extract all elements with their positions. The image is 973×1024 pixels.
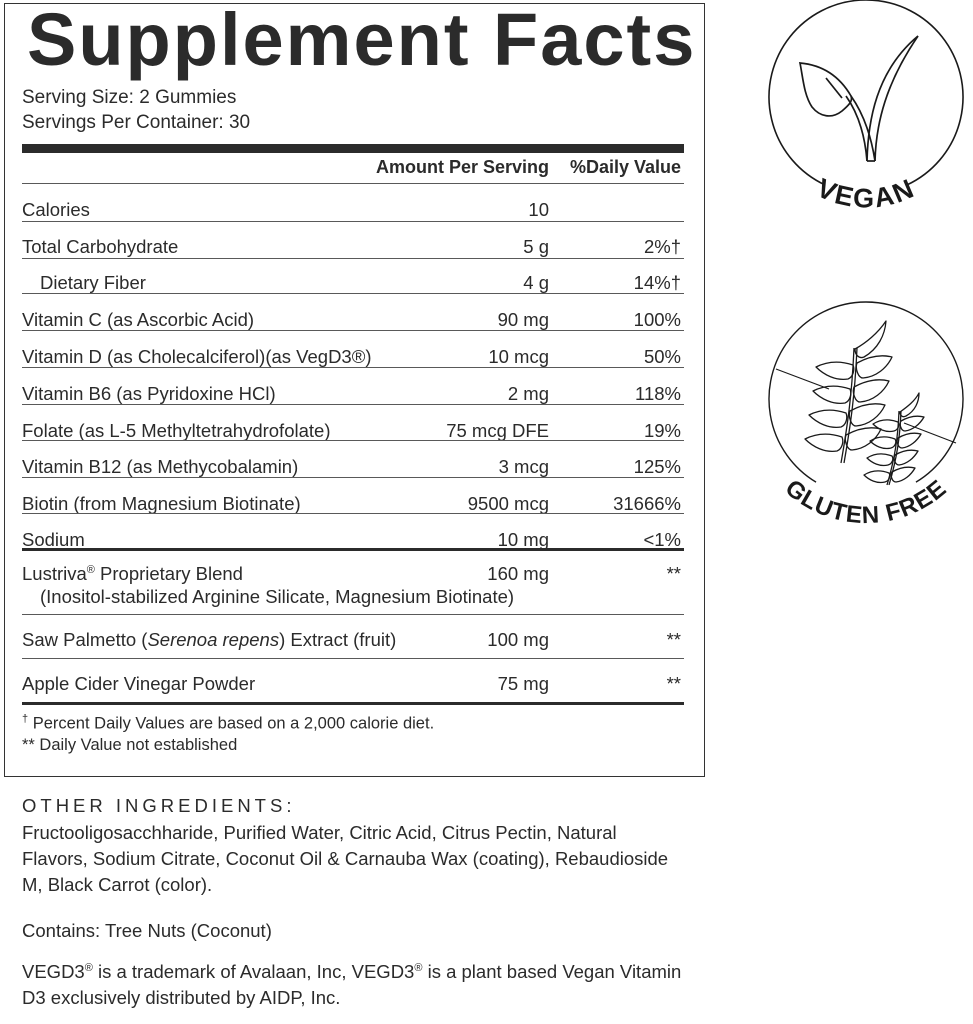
- svg-text:GLUTEN FREE: GLUTEN FREE: [780, 474, 952, 529]
- svg-text:VEGAN: VEGAN: [812, 173, 919, 214]
